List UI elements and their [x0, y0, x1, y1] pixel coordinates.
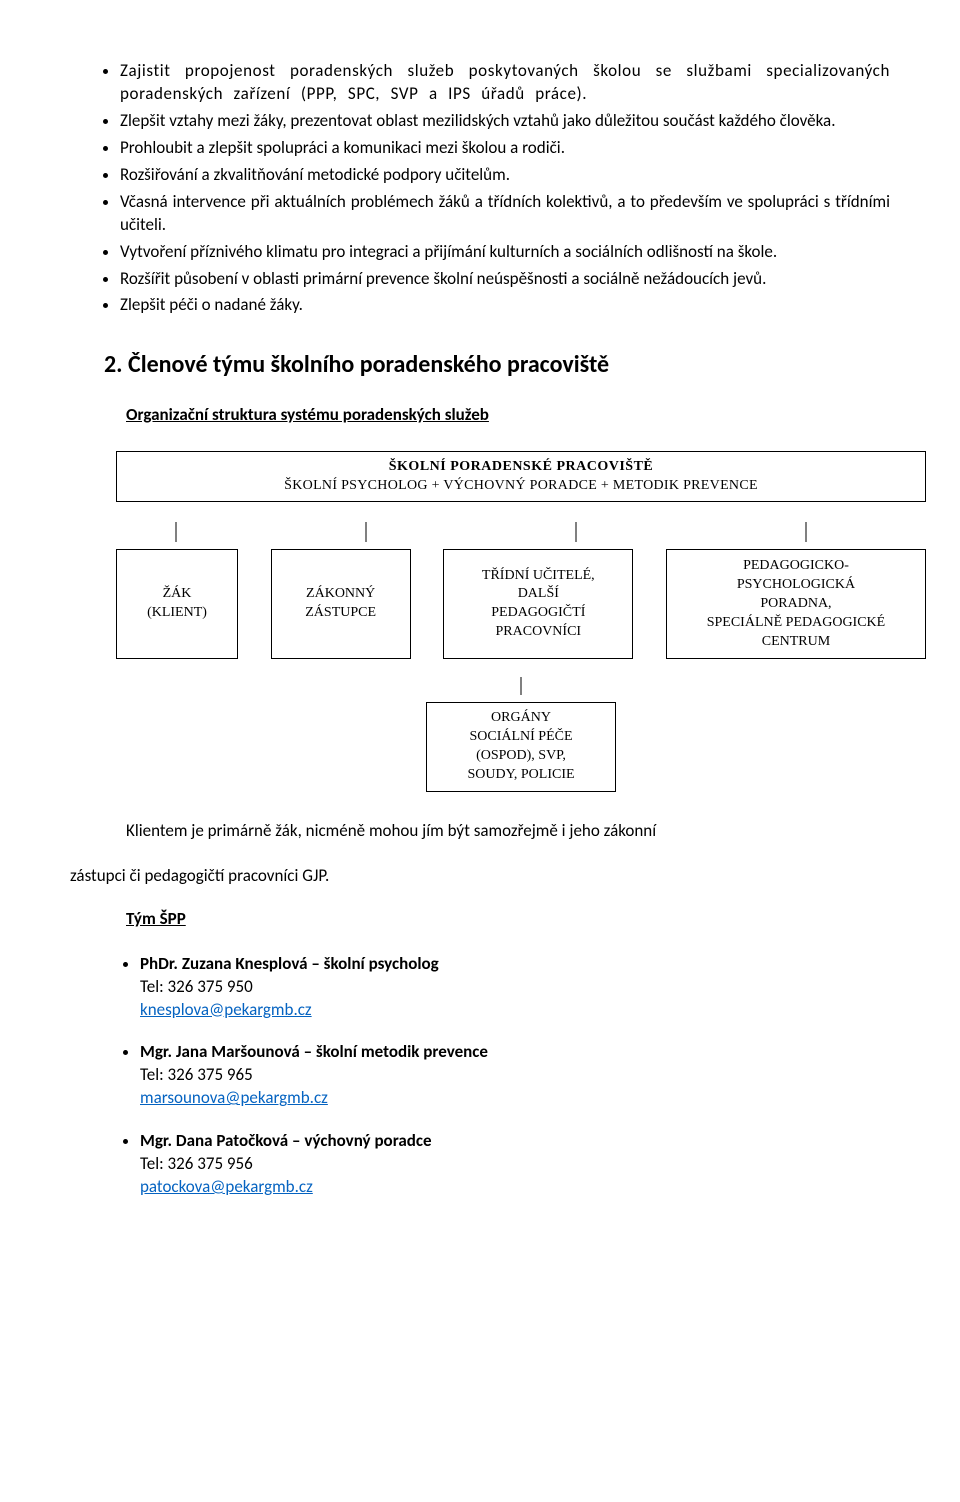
diagram-box-ppp: PEDAGOGICKO- PSYCHOLOGICKÁ PORADNA, SPEC… — [666, 549, 926, 659]
connector-lines-2 — [116, 677, 926, 695]
bullet-text: Zlepšit vztahy mezi žáky, prezentovat ob… — [120, 110, 836, 131]
member-email-link[interactable]: knesplova@pekargmb.cz — [140, 999, 312, 1020]
box-line: ZÁKONNÝ — [306, 585, 375, 604]
team-member: Mgr. Dana Patočková – výchovný poradce T… — [140, 1130, 890, 1199]
team-member: PhDr. Zuzana Knesplová – školní psycholo… — [140, 953, 890, 1022]
box-line: PSYCHOLOGICKÁ — [737, 576, 855, 595]
team-heading: Tým ŠPP — [126, 908, 890, 931]
diagram-box-zastupce: ZÁKONNÝ ZÁSTUPCE — [271, 549, 411, 659]
diagram-box-zak: ŽÁK (KLIENT) — [116, 549, 238, 659]
box-line: PORADNA, — [760, 595, 831, 614]
list-item: Vytvoření příznivého klimatu pro integra… — [120, 241, 890, 264]
diagram-box-ucitele: TŘÍDNÍ UČITELÉ, DALŠÍ PEDAGOGIČTÍ PRACOV… — [443, 549, 633, 659]
diagram-row-1: ŽÁK (KLIENT) ZÁKONNÝ ZÁSTUPCE TŘÍDNÍ UČI… — [116, 549, 926, 659]
diagram-top-subtitle: ŠKOLNÍ PSYCHOLOG + VÝCHOVNÝ PORADCE + ME… — [127, 477, 915, 496]
team-member: Mgr. Jana Maršounová – školní metodik pr… — [140, 1041, 890, 1110]
member-tel: Tel: 326 375 965 — [140, 1064, 253, 1085]
list-item: Zlepšit vztahy mezi žáky, prezentovat ob… — [120, 110, 890, 133]
paragraph-line-2: zástupci či pedagogičtí pracovníci GJP. — [70, 865, 890, 888]
diagram-box-organy: ORGÁNY SOCIÁLNÍ PÉČE (OSPOD), SVP, SOUDY… — [426, 702, 616, 792]
list-item: Rozšiřování a zkvalitňování metodické po… — [120, 164, 890, 187]
bullet-text: Zlepšit péči o nadané žáky. — [120, 294, 303, 315]
member-email-link[interactable]: marsounova@pekargmb.cz — [140, 1087, 328, 1108]
diagram-row-2: ORGÁNY SOCIÁLNÍ PÉČE (OSPOD), SVP, SOUDY… — [116, 702, 926, 792]
org-diagram: ŠKOLNÍ PORADENSKÉ PRACOVIŠTĚ ŠKOLNÍ PSYC… — [116, 451, 926, 792]
bullet-text: Prohloubit a zlepšit spolupráci a komuni… — [120, 137, 565, 158]
box-line: TŘÍDNÍ UČITELÉ, — [482, 567, 595, 586]
box-line: PRACOVNÍCI — [496, 623, 582, 642]
box-line: ŽÁK — [163, 585, 192, 604]
member-email-link[interactable]: patockova@pekargmb.cz — [140, 1176, 313, 1197]
box-line: SOCIÁLNÍ PÉČE — [469, 728, 572, 747]
box-line: DALŠÍ — [518, 585, 559, 604]
list-item: Zajistit propojenost poradenských služeb… — [120, 60, 890, 106]
box-line: SOUDY, POLICIE — [467, 766, 574, 785]
member-tel: Tel: 326 375 950 — [140, 976, 253, 997]
box-line: CENTRUM — [762, 633, 830, 652]
intro-bullet-list: Zajistit propojenost poradenských služeb… — [70, 60, 890, 317]
box-line: (KLIENT) — [147, 604, 207, 623]
box-line: PEDAGOGIČTÍ — [491, 604, 585, 623]
box-line: ZÁSTUPCE — [305, 604, 376, 623]
bullet-text: Rozšířit působení v oblasti primární pre… — [120, 268, 766, 289]
diagram-top-box: ŠKOLNÍ PORADENSKÉ PRACOVIŠTĚ ŠKOLNÍ PSYC… — [116, 451, 926, 503]
member-name: Mgr. Dana Patočková – výchovný poradce — [140, 1130, 432, 1151]
member-name: PhDr. Zuzana Knesplová – školní psycholo… — [140, 953, 439, 974]
bullet-text: Vytvoření příznivého klimatu pro integra… — [120, 241, 777, 262]
box-line: ORGÁNY — [491, 709, 551, 728]
diagram-top-title: ŠKOLNÍ PORADENSKÉ PRACOVIŠTĚ — [127, 458, 915, 477]
bullet-text: Včasná intervence při aktuálních problém… — [120, 191, 890, 235]
team-list: PhDr. Zuzana Knesplová – školní psycholo… — [70, 953, 890, 1199]
list-item: Zlepšit péči o nadané žáky. — [120, 294, 890, 317]
bullet-text: Rozšiřování a zkvalitňování metodické po… — [120, 164, 510, 185]
list-item: Prohloubit a zlepšit spolupráci a komuni… — [120, 137, 890, 160]
connector-lines — [116, 522, 926, 542]
member-tel: Tel: 326 375 956 — [140, 1153, 253, 1174]
box-line: SPECIÁLNĚ PEDAGOGICKÉ — [707, 614, 886, 633]
section-title: 2. Členové týmu školního poradenského pr… — [104, 349, 890, 381]
box-line: PEDAGOGICKO- — [743, 557, 849, 576]
list-item: Rozšířit působení v oblasti primární pre… — [120, 268, 890, 291]
member-name: Mgr. Jana Maršounová – školní metodik pr… — [140, 1041, 488, 1062]
list-item: Včasná intervence při aktuálních problém… — [120, 191, 890, 237]
bullet-text: Zajistit propojenost poradenských služeb… — [120, 60, 890, 104]
subheading: Organizační struktura systému poradenský… — [126, 404, 890, 427]
box-line: (OSPOD), SVP, — [476, 747, 566, 766]
paragraph-line-1: Klientem je primárně žák, nicméně mohou … — [70, 820, 890, 843]
